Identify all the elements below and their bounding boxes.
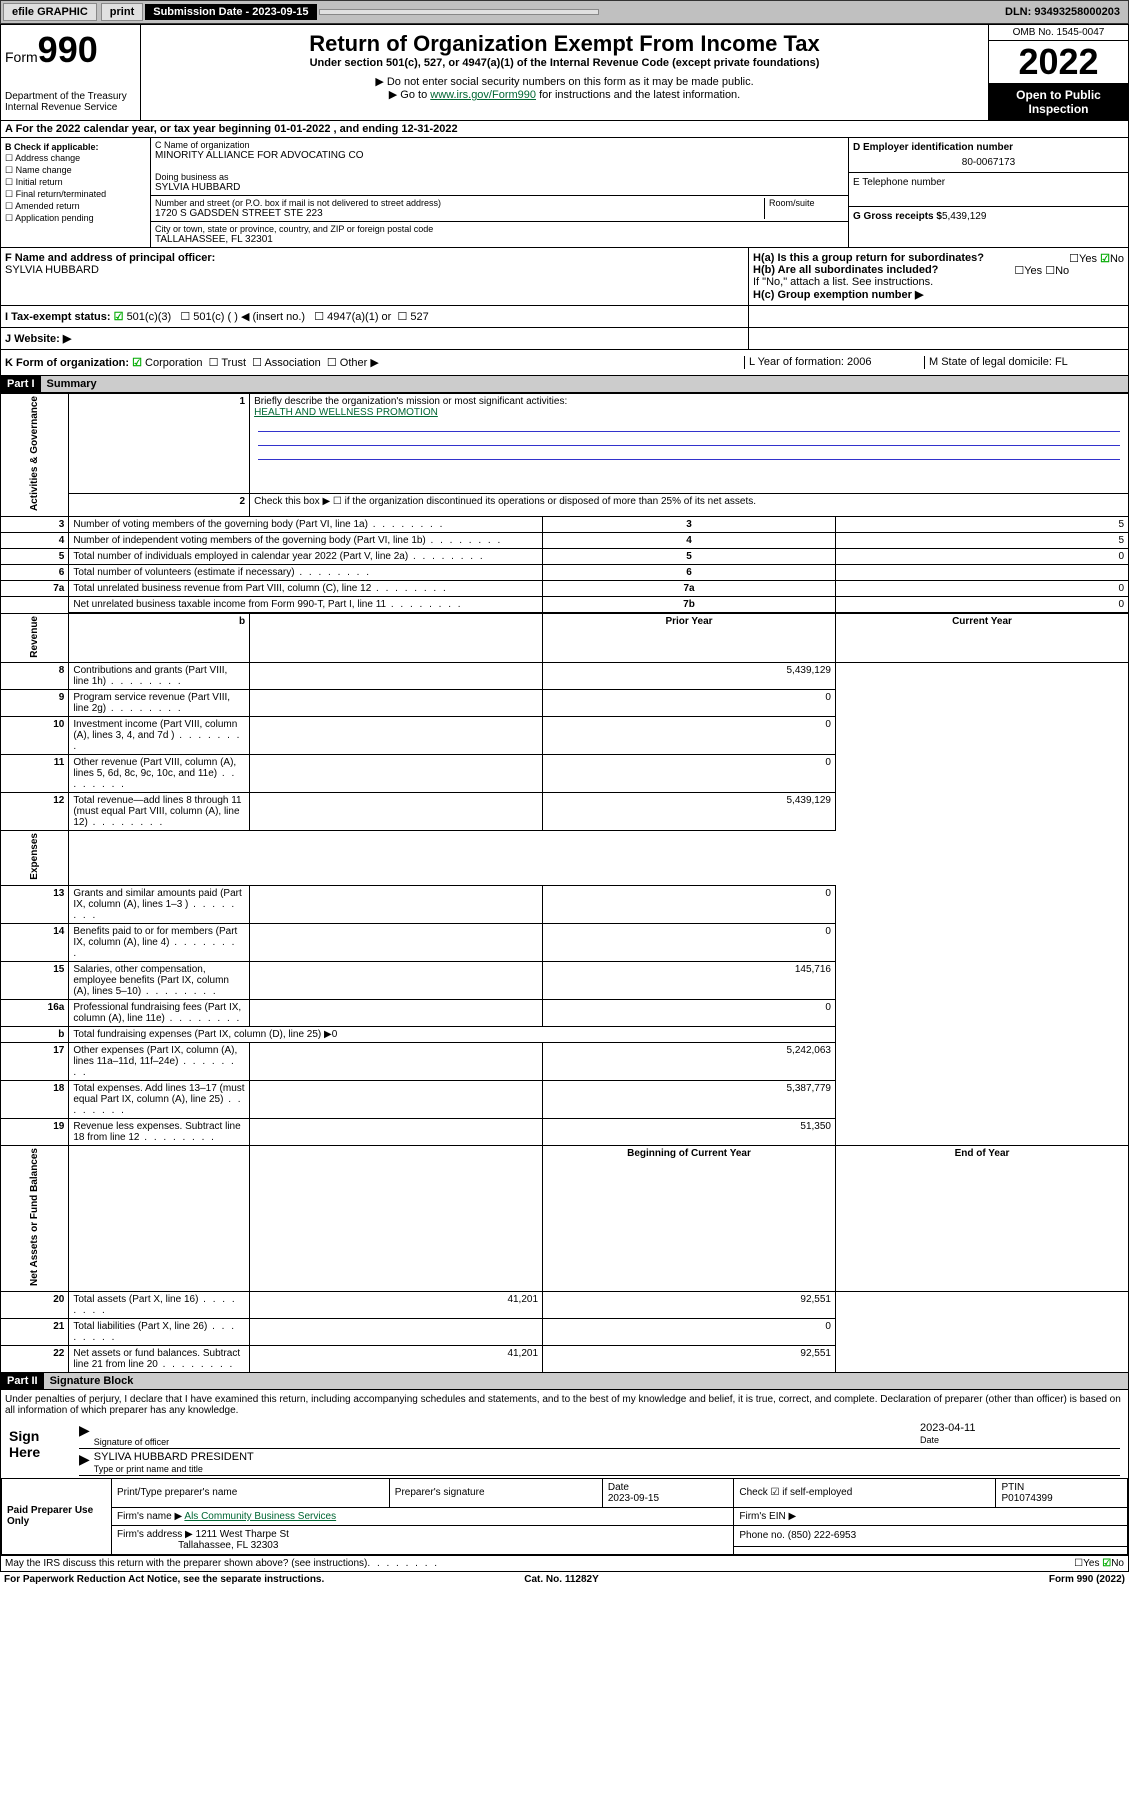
form-title: Return of Organization Exempt From Incom… <box>147 31 982 57</box>
org-name: MINORITY ALLIANCE FOR ADVOCATING CO <box>155 150 844 161</box>
table-row: 3Number of voting members of the governi… <box>1 517 1129 533</box>
state-domicile: M State of legal domicile: FL <box>924 356 1124 369</box>
form-number: Form990 <box>5 29 136 71</box>
table-row: 13Grants and similar amounts paid (Part … <box>1 885 1129 923</box>
col-c-org-info: C Name of organization MINORITY ALLIANCE… <box>151 138 848 247</box>
col-right-deg: D Employer identification number 80-0067… <box>848 138 1128 247</box>
table-row: 8Contributions and grants (Part VIII, li… <box>1 663 1129 690</box>
table-row: 4Number of independent voting members of… <box>1 533 1129 549</box>
row-f-h: F Name and address of principal officer:… <box>0 248 1129 306</box>
signature-block: Under penalties of perjury, I declare th… <box>0 1390 1129 1556</box>
year-formation: L Year of formation: 2006 <box>744 356 924 369</box>
checkbox-name-change[interactable]: ☐ Name change <box>5 165 146 176</box>
row-i-tax-status: I Tax-exempt status: ☑ 501(c)(3) ☐ 501(c… <box>0 306 1129 328</box>
open-public-badge: Open to Public Inspection <box>989 84 1128 120</box>
table-row: 10Investment income (Part VIII, column (… <box>1 717 1129 755</box>
table-row: 18Total expenses. Add lines 13–17 (must … <box>1 1080 1129 1118</box>
table-row: 16aProfessional fundraising fees (Part I… <box>1 999 1129 1026</box>
row-k-l-m: K Form of organization: ☑ Corporation ☐ … <box>0 350 1129 376</box>
table-row: 5Total number of individuals employed in… <box>1 549 1129 565</box>
subtitle-2: ▶ Do not enter social security numbers o… <box>147 75 982 88</box>
table-row: 19Revenue less expenses. Subtract line 1… <box>1 1118 1129 1145</box>
table-row: 12Total revenue—add lines 8 through 11 (… <box>1 793 1129 831</box>
table-row: 20Total assets (Part X, line 16)41,20192… <box>1 1291 1129 1318</box>
dept-label: Department of the Treasury <box>5 91 136 102</box>
checkbox-address-change[interactable]: ☐ Address change <box>5 153 146 164</box>
gross-receipts: 5,439,129 <box>942 211 987 222</box>
top-toolbar: efile GRAPHIC print Submission Date - 20… <box>0 0 1129 24</box>
footer-row: For Paperwork Reduction Act Notice, see … <box>0 1572 1129 1587</box>
irs-label: Internal Revenue Service <box>5 102 136 113</box>
table-row: 9Program service revenue (Part VIII, lin… <box>1 690 1129 717</box>
table-row: 22Net assets or fund balances. Subtract … <box>1 1345 1129 1372</box>
omb-number: OMB No. 1545-0047 <box>989 25 1128 41</box>
mission-link[interactable]: HEALTH AND WELLNESS PROMOTION <box>254 407 438 418</box>
checkbox-initial-return[interactable]: ☐ Initial return <box>5 177 146 188</box>
ein-value: 80-0067173 <box>853 157 1124 168</box>
summary-table: Activities & Governance 1 Briefly descri… <box>0 393 1129 1373</box>
subtitle-3: ▶ Go to www.irs.gov/Form990 for instruct… <box>147 88 982 101</box>
blank-field <box>319 9 599 15</box>
subtitle-1: Under section 501(c), 527, or 4947(a)(1)… <box>147 57 982 69</box>
principal-officer: SYLVIA HUBBARD <box>5 264 744 276</box>
dln-label: DLN: 93493258000203 <box>997 4 1128 20</box>
print-button[interactable]: print <box>101 3 143 21</box>
table-row: Net unrelated business taxable income fr… <box>1 597 1129 614</box>
tax-year: 2022 <box>989 41 1128 84</box>
submission-date: Submission Date - 2023-09-15 <box>145 4 316 20</box>
table-row: 17Other expenses (Part IX, column (A), l… <box>1 1042 1129 1080</box>
table-row: 11Other revenue (Part VIII, column (A), … <box>1 755 1129 793</box>
table-row: 6Total number of volunteers (estimate if… <box>1 565 1129 581</box>
firm-link[interactable]: Als Community Business Services <box>184 1511 336 1522</box>
table-row: bTotal fundraising expenses (Part IX, co… <box>1 1026 1129 1042</box>
checkbox-application-pending[interactable]: ☐ Application pending <box>5 213 146 224</box>
checkbox-final-return-terminated[interactable]: ☐ Final return/terminated <box>5 189 146 200</box>
row-a-period: A For the 2022 calendar year, or tax yea… <box>0 121 1129 138</box>
checkbox-amended-return[interactable]: ☐ Amended return <box>5 201 146 212</box>
discuss-row: May the IRS discuss this return with the… <box>0 1556 1129 1572</box>
part2-header: Part II Signature Block <box>0 1373 1129 1390</box>
dba-name: SYLVIA HUBBARD <box>155 182 844 193</box>
form-header: Form990 Department of the Treasury Inter… <box>0 24 1129 121</box>
irs-link[interactable]: www.irs.gov/Form990 <box>430 89 536 101</box>
row-j-website: J Website: ▶ <box>0 328 1129 350</box>
section-bcdeg: B Check if applicable: ☐ Address change☐… <box>0 138 1129 248</box>
table-row: 21Total liabilities (Part X, line 26)0 <box>1 1318 1129 1345</box>
part1-header: Part I Summary <box>0 376 1129 393</box>
paid-preparer-table: Paid Preparer Use Only Print/Type prepar… <box>1 1478 1128 1555</box>
street-address: 1720 S GADSDEN STREET STE 223 <box>155 208 764 219</box>
table-row: 7aTotal unrelated business revenue from … <box>1 581 1129 597</box>
efile-button[interactable]: efile GRAPHIC <box>3 3 97 21</box>
city-state-zip: TALLAHASSEE, FL 32301 <box>155 234 844 245</box>
table-row: 14Benefits paid to or for members (Part … <box>1 923 1129 961</box>
table-row: 15Salaries, other compensation, employee… <box>1 961 1129 999</box>
col-b-checkboxes: B Check if applicable: ☐ Address change☐… <box>1 138 151 247</box>
